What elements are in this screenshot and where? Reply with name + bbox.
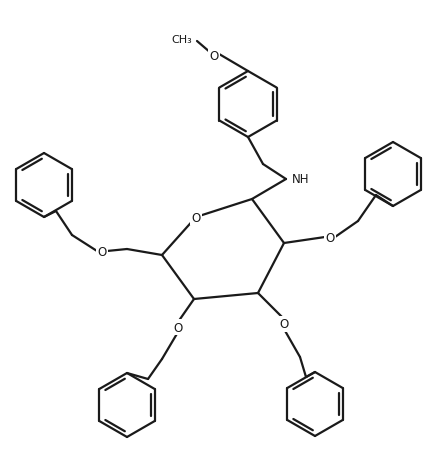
Text: NH: NH [292, 172, 310, 185]
Text: O: O [97, 245, 107, 258]
Text: O: O [191, 211, 201, 224]
Text: O: O [326, 231, 334, 244]
Text: O: O [279, 318, 289, 331]
Text: CH₃: CH₃ [171, 35, 192, 45]
Text: O: O [209, 50, 219, 62]
Text: O: O [173, 321, 182, 334]
